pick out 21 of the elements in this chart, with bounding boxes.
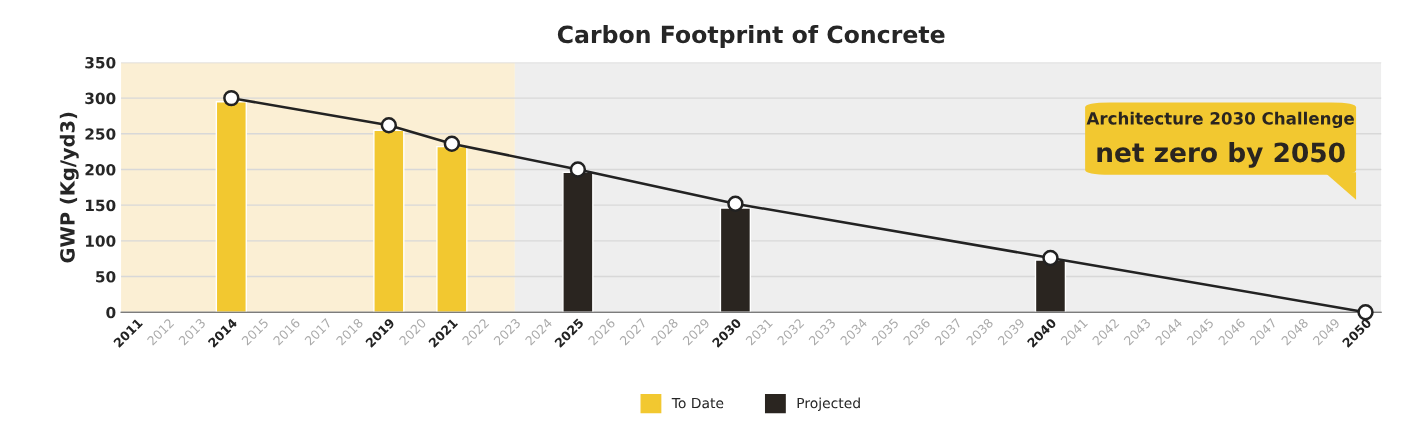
annotation: net zero by 2050 bbox=[1097, 141, 1345, 168]
y-axis-title: GWP (Kg/yd3) bbox=[59, 112, 79, 263]
point bbox=[727, 195, 744, 212]
point bbox=[1357, 304, 1374, 321]
y-tick-label: 300 bbox=[85, 92, 116, 105]
chart-title: Carbon Footprint of Concrete bbox=[557, 25, 945, 48]
y-tick-label: 100 bbox=[86, 235, 116, 247]
point bbox=[569, 161, 587, 178]
point bbox=[380, 117, 398, 134]
point bbox=[1042, 249, 1059, 267]
y-tick-label: 150 bbox=[86, 199, 116, 212]
y-tick-label: 200 bbox=[85, 163, 116, 176]
annotation: Architecture 2030 Challenge bbox=[1086, 111, 1354, 129]
legend-label: To Date bbox=[671, 397, 724, 409]
legend-label: Projected bbox=[797, 397, 860, 411]
y-tick-label: 0 bbox=[106, 306, 116, 319]
point bbox=[223, 89, 240, 107]
y-tick-label: 50 bbox=[96, 270, 116, 283]
y-tick-label: 250 bbox=[85, 128, 116, 140]
point bbox=[443, 135, 461, 152]
y-tick-label: 350 bbox=[85, 56, 116, 69]
